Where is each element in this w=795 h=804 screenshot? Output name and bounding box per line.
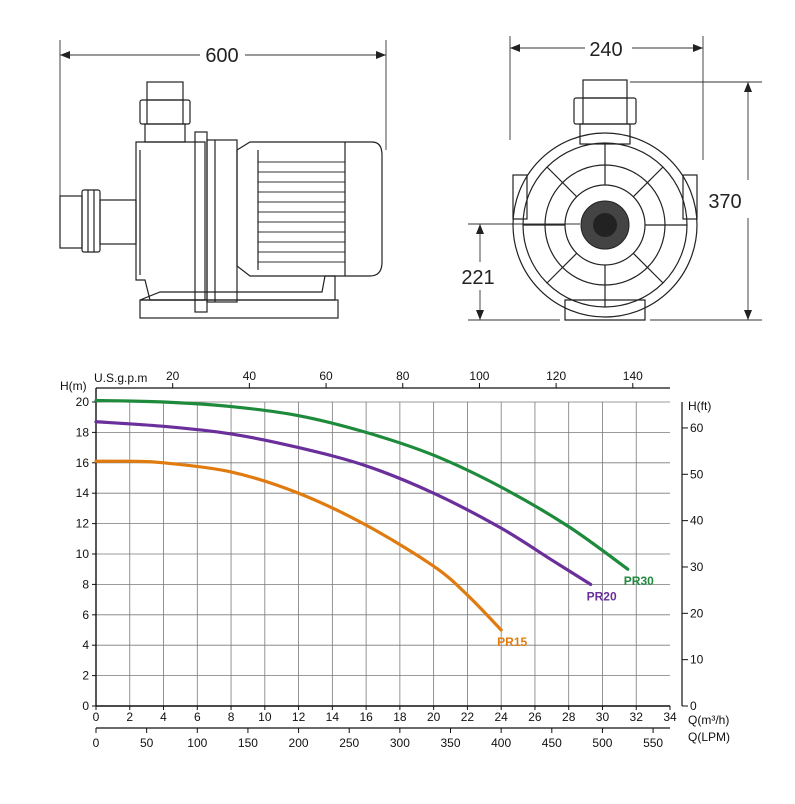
x-tick-label: 2 xyxy=(126,710,133,724)
y2-tick-label: 10 xyxy=(690,653,704,667)
dimension-370: 370 xyxy=(708,191,741,213)
chart-grid xyxy=(96,401,670,706)
x2-axis-label-lpm: Q(LPM) xyxy=(688,730,730,744)
x3-tick-label: 100 xyxy=(469,369,489,383)
x3-tick-label: 140 xyxy=(623,369,643,383)
x-tick-label: 12 xyxy=(292,710,306,724)
series-label-pr20: PR20 xyxy=(587,589,617,603)
y-tick-label: 20 xyxy=(76,395,90,409)
x3-tick-label: 20 xyxy=(166,369,180,383)
x-tick-label: 0 xyxy=(93,710,100,724)
x2-tick-label: 50 xyxy=(140,736,154,750)
x-tick-label: 26 xyxy=(528,710,542,724)
dimension-240: 240 xyxy=(589,39,622,61)
y-tick-label: 12 xyxy=(76,517,90,531)
x-tick-label: 28 xyxy=(562,710,576,724)
x2-tick-label: 500 xyxy=(592,736,612,750)
chart-tick-labels: 0 2 4 6 8 10 12 14 16 18 20 22 24 26 28 30 32 340 50 100 150… xyxy=(76,369,704,750)
x-tick-label: 32 xyxy=(630,710,644,724)
y2-tick-label: 0 xyxy=(690,699,697,713)
fan-cover-spokes xyxy=(523,143,687,307)
x-tick-label: 34 xyxy=(663,710,677,724)
series-line-pr20 xyxy=(94,420,593,586)
x-tick-label: 14 xyxy=(326,710,340,724)
y-tick-label: 0 xyxy=(82,699,89,713)
series-label-pr30: PR30 xyxy=(624,574,654,588)
y-tick-label: 6 xyxy=(82,608,89,622)
x2-tick-label: 200 xyxy=(289,736,309,750)
y-tick-label: 4 xyxy=(82,638,89,652)
x-tick-label: 18 xyxy=(393,710,407,724)
x-tick-label: 4 xyxy=(160,710,167,724)
chart-series: PR30 PR20 PR15 xyxy=(94,398,654,649)
x-tick-label: 24 xyxy=(494,710,508,724)
y2-axis-label-feet: H(ft) xyxy=(688,399,711,413)
x2-tick-label: 550 xyxy=(643,736,663,750)
chart-axes xyxy=(95,387,683,729)
x2-tick-label: 350 xyxy=(440,736,460,750)
x2-tick-label: 450 xyxy=(542,736,562,750)
y-axis-label-meters: H(m) xyxy=(60,379,87,393)
x-axis-label-m3h: Q(m³/h) xyxy=(688,713,729,727)
y2-tick-label: 60 xyxy=(690,421,704,435)
y-tick-label: 8 xyxy=(82,577,89,591)
x3-axis-label-gpm: U.S.g.p.m xyxy=(94,371,147,385)
x3-tick-label: 60 xyxy=(319,369,333,383)
y-tick-label: 18 xyxy=(76,425,90,439)
pump-front-view: 240 370 221 xyxy=(461,36,762,321)
y-tick-label: 14 xyxy=(76,486,90,500)
x-tick-label: 8 xyxy=(228,710,235,724)
x-tick-label: 10 xyxy=(258,710,272,724)
x3-tick-label: 120 xyxy=(546,369,566,383)
x2-tick-label: 400 xyxy=(491,736,511,750)
x2-tick-label: 150 xyxy=(238,736,258,750)
x-tick-label: 16 xyxy=(359,710,373,724)
x2-tick-label: 300 xyxy=(390,736,410,750)
dimension-221: 221 xyxy=(461,267,494,289)
series-label-pr15: PR15 xyxy=(497,635,527,649)
dimension-600: 600 xyxy=(205,45,238,67)
x2-tick-label: 250 xyxy=(339,736,359,750)
series-line-pr15 xyxy=(94,459,503,632)
y-tick-label: 10 xyxy=(76,547,90,561)
y2-tick-label: 50 xyxy=(690,467,704,481)
x3-tick-label: 80 xyxy=(396,369,410,383)
y2-tick-label: 20 xyxy=(690,606,704,620)
x2-tick-label: 0 xyxy=(93,736,100,750)
series-line-pr30 xyxy=(94,398,630,571)
x-tick-label: 6 xyxy=(194,710,201,724)
y-tick-label: 16 xyxy=(76,456,90,470)
pump-performance-chart: 0 2 4 6 8 10 12 14 16 18 20 22 24 26 28 30 32 340 50 100 150… xyxy=(60,369,730,750)
motor-cooling-fins xyxy=(257,142,346,276)
y-tick-label: 2 xyxy=(82,669,89,683)
x-tick-label: 30 xyxy=(596,710,610,724)
x-tick-label: 22 xyxy=(461,710,475,724)
y2-tick-label: 40 xyxy=(690,514,704,528)
x3-tick-label: 40 xyxy=(243,369,257,383)
pump-side-view: 600 xyxy=(59,40,387,319)
x-tick-label: 20 xyxy=(427,710,441,724)
x2-tick-label: 100 xyxy=(187,736,207,750)
y2-tick-label: 30 xyxy=(690,560,704,574)
